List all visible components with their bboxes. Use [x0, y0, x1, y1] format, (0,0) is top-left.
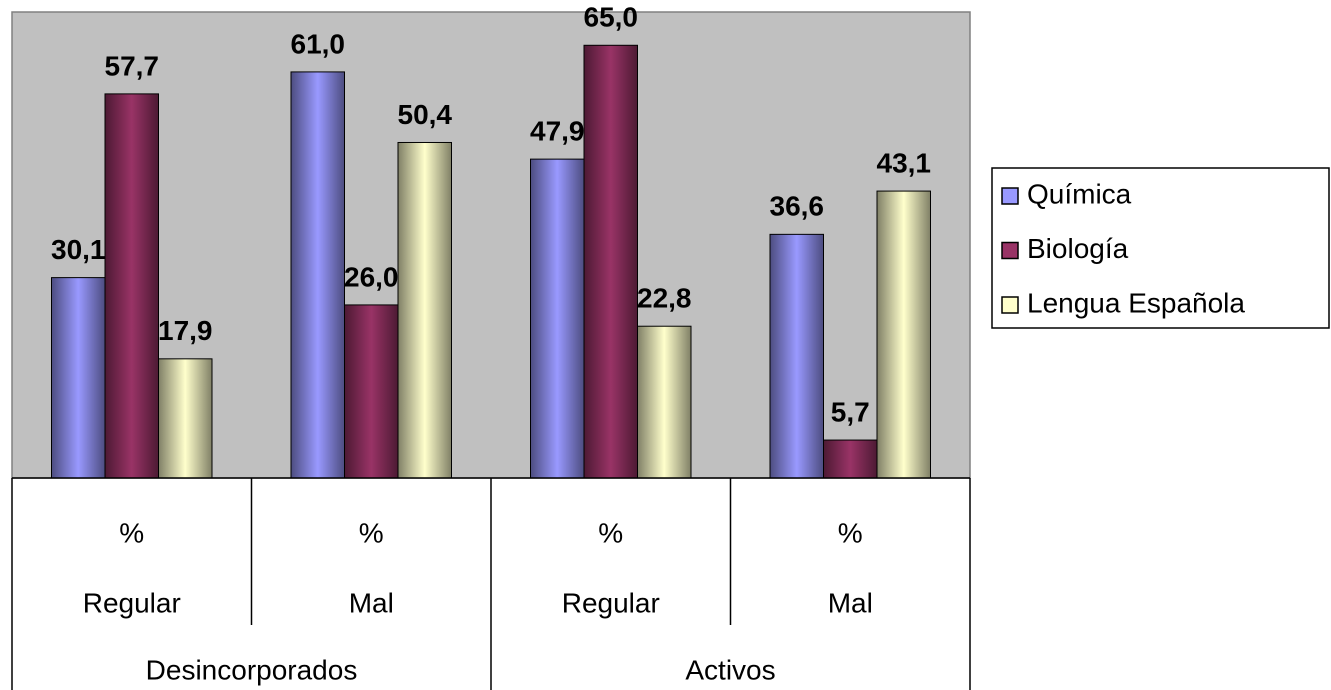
- legend-swatch: [1001, 187, 1019, 205]
- bar: [530, 158, 585, 479]
- data-label: 5,7: [831, 396, 870, 427]
- bar: [51, 277, 106, 479]
- data-label: 36,6: [770, 191, 825, 222]
- x-tick-label: %: [838, 517, 863, 548]
- data-label: 26,0: [344, 261, 399, 292]
- data-label: 17,9: [158, 315, 213, 346]
- x-tick-label: %: [598, 517, 623, 548]
- data-label: 30,1: [51, 234, 106, 265]
- legend: [991, 167, 1330, 329]
- bar: [876, 190, 931, 479]
- bar: [637, 325, 692, 479]
- data-label: 57,7: [105, 50, 160, 81]
- bar: [823, 439, 878, 479]
- legend-swatch: [1001, 296, 1019, 314]
- x-tick-label: Mal: [349, 587, 394, 618]
- legend-label: Biología: [1027, 233, 1129, 264]
- data-label: 50,4: [398, 99, 453, 130]
- group-label: Activos: [685, 654, 775, 685]
- legend-swatch: [1001, 241, 1019, 260]
- legend-label: Lengua Española: [1027, 287, 1245, 318]
- bar: [344, 304, 399, 479]
- bar: [104, 93, 159, 479]
- data-label: 43,1: [877, 147, 932, 178]
- group-label: Desincorporados: [146, 654, 358, 685]
- x-tick-label: Regular: [562, 587, 660, 618]
- data-label: 61,0: [291, 28, 346, 59]
- bar: [583, 44, 638, 479]
- bar: [397, 141, 452, 479]
- data-label: 22,8: [637, 283, 692, 314]
- x-tick-label: %: [119, 517, 144, 548]
- legend-label: Química: [1027, 178, 1132, 209]
- x-tick-label: %: [359, 517, 384, 548]
- bar: [290, 71, 345, 479]
- bar: [769, 233, 824, 479]
- data-label: 65,0: [584, 2, 639, 33]
- data-label: 47,9: [530, 116, 585, 147]
- x-tick-label: Regular: [83, 587, 181, 618]
- bar: [158, 358, 213, 479]
- x-tick-label: Mal: [828, 587, 873, 618]
